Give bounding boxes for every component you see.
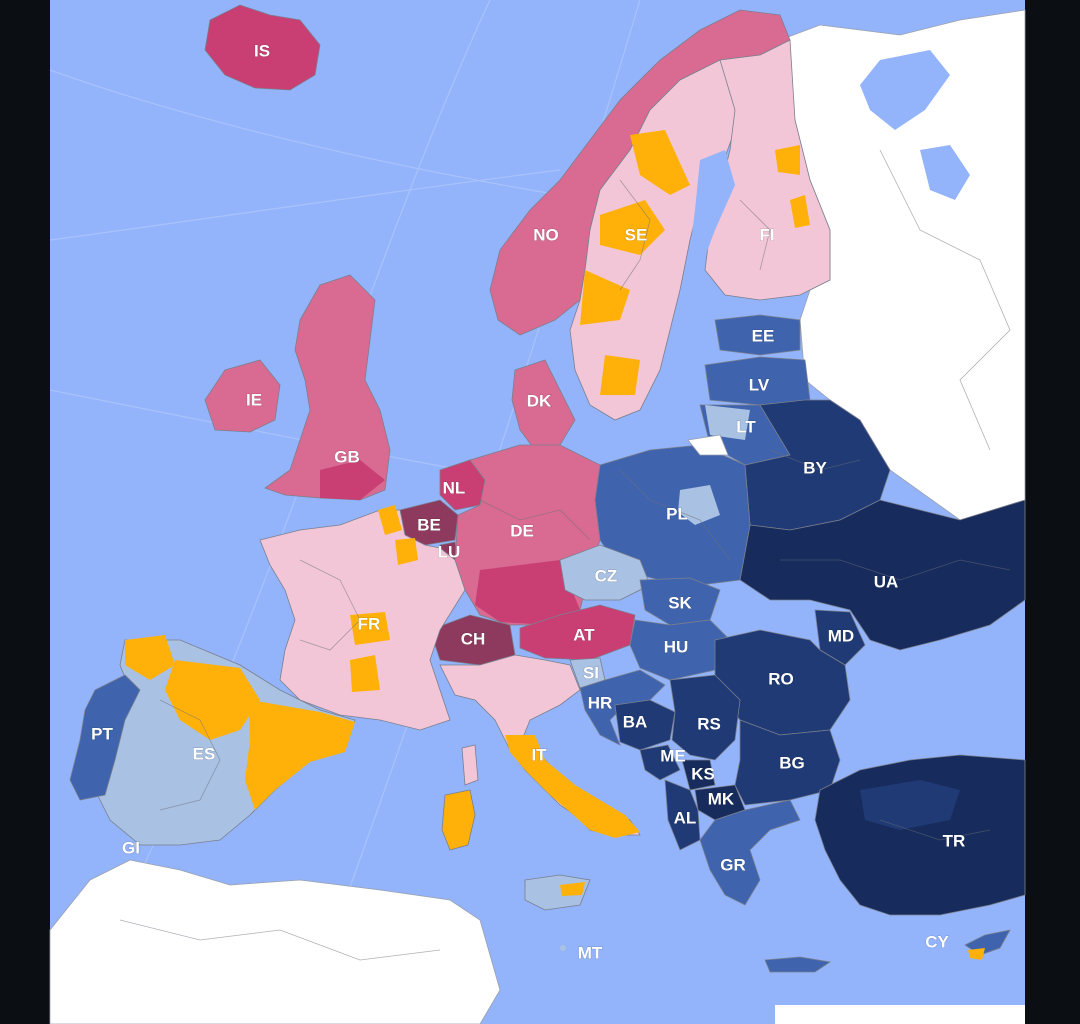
label-me: ME <box>660 746 686 765</box>
country-gr <box>699 799 801 906</box>
label-si: SI <box>583 663 599 682</box>
label-ch: CH <box>461 629 486 648</box>
label-dk: DK <box>527 391 552 410</box>
label-no: NO <box>533 225 559 244</box>
country-bg <box>734 719 841 806</box>
tr-mid-blue <box>860 780 960 830</box>
label-ua: UA <box>874 572 899 591</box>
label-pt: PT <box>91 724 113 743</box>
label-fi: FI <box>759 225 774 244</box>
label-es: ES <box>193 744 216 763</box>
label-cy: CY <box>925 932 949 951</box>
label-mt: MT <box>578 943 603 962</box>
label-hu: HU <box>664 637 689 656</box>
gr-crete <box>764 956 832 973</box>
label-be: BE <box>417 515 441 534</box>
north-africa-land <box>49 859 501 1024</box>
country-mt <box>560 945 566 951</box>
label-de: DE <box>510 521 534 540</box>
gb-south <box>320 460 385 500</box>
country-gi <box>132 842 138 848</box>
white-sea <box>860 50 950 130</box>
cy-orange <box>968 948 985 960</box>
label-cz: CZ <box>595 566 618 585</box>
kola-lake <box>920 145 970 200</box>
label-it: IT <box>531 745 547 764</box>
country-dk <box>511 359 576 451</box>
internal-borders <box>119 149 1011 961</box>
legend-corner-box <box>775 1005 1025 1024</box>
country-cz <box>559 544 651 601</box>
label-ro: RO <box>768 669 794 688</box>
label-lt: LT <box>736 417 756 436</box>
country-md <box>814 609 866 666</box>
label-fr: FR <box>358 614 381 633</box>
label-tr: TR <box>943 831 966 850</box>
label-mk: MK <box>708 789 735 808</box>
gulf-of-bothnia <box>690 150 735 270</box>
label-is: IS <box>254 41 270 60</box>
country-is <box>204 4 321 91</box>
label-ee: EE <box>752 326 775 345</box>
country-labels: IS NO SE FI EE LV LT IE GB DK NL BE LU D… <box>91 41 966 963</box>
orange-regions-es <box>125 635 355 810</box>
de-south-deep <box>475 560 580 625</box>
it-sardinia <box>441 789 476 851</box>
pale-blue-lt <box>705 405 750 440</box>
label-bg: BG <box>779 753 805 772</box>
label-lv: LV <box>749 375 770 394</box>
label-md: MD <box>828 626 854 645</box>
label-hr: HR <box>588 693 613 712</box>
country-ks <box>681 759 716 791</box>
label-al: AL <box>674 808 697 827</box>
orange-regions-nordic <box>580 130 810 395</box>
label-sk: SK <box>668 593 692 612</box>
label-ks: KS <box>691 764 715 783</box>
it-sicily-orange <box>560 882 585 896</box>
label-lu: LU <box>438 542 461 561</box>
label-nl: NL <box>443 478 466 497</box>
kaliningrad <box>687 434 729 456</box>
country-rs <box>669 674 741 761</box>
label-gr: GR <box>720 855 746 874</box>
label-at: AT <box>573 625 595 644</box>
label-ba: BA <box>623 712 648 731</box>
label-ie: IE <box>246 390 262 409</box>
country-ee <box>714 314 801 356</box>
label-gb: GB <box>334 447 360 466</box>
label-rs: RS <box>697 714 721 733</box>
label-gi: GI <box>122 838 140 857</box>
country-ua <box>739 499 1026 651</box>
country-me <box>639 744 681 781</box>
country-ie <box>204 359 281 433</box>
label-by: BY <box>803 458 827 477</box>
label-pl: PL <box>666 504 688 523</box>
label-se: SE <box>625 225 648 244</box>
country-pt <box>69 674 141 801</box>
fr-corsica <box>461 744 479 786</box>
country-ba <box>614 699 676 751</box>
orange-regions-it <box>505 735 640 838</box>
